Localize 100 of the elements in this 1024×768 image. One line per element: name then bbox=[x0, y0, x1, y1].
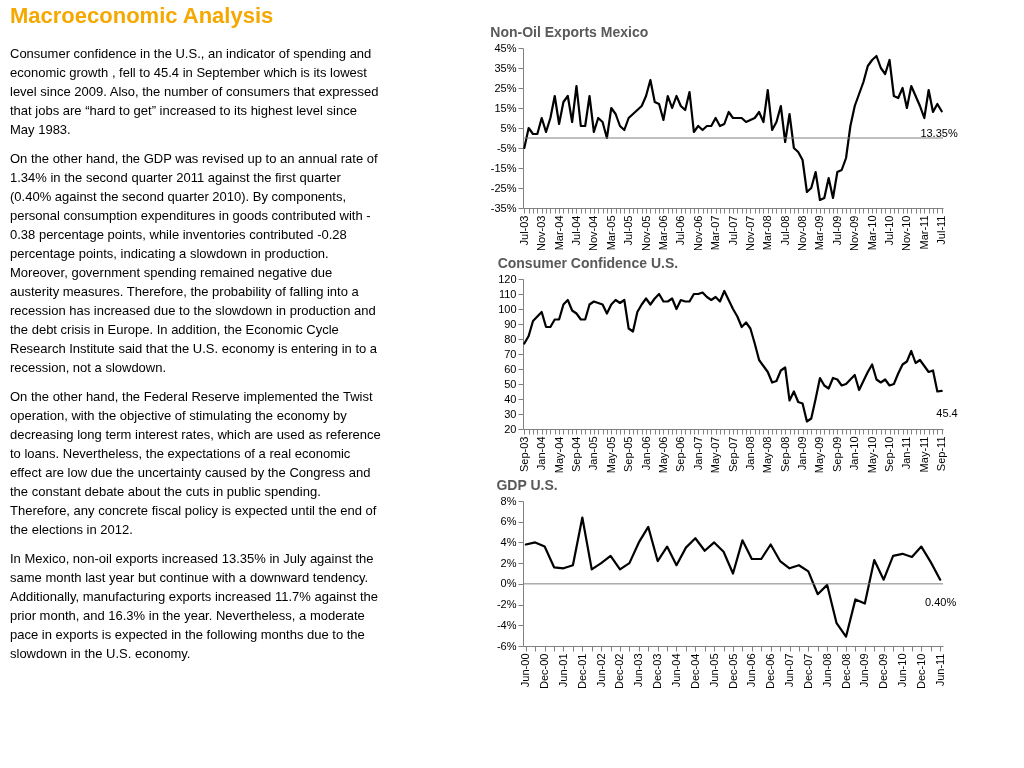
x-tick-label: Jul-09 bbox=[830, 215, 843, 246]
y-tick-label: 20 bbox=[504, 422, 517, 435]
x-tick-label: Jul-11 bbox=[935, 215, 948, 245]
x-tick-label: Mar-05 bbox=[604, 215, 617, 251]
y-tick-label: -15% bbox=[490, 161, 517, 174]
x-tick-label: Sep-03 bbox=[517, 436, 530, 472]
x-tick-label: Nov-09 bbox=[848, 215, 861, 251]
y-tick-label: 8% bbox=[500, 494, 517, 507]
x-tick-label: Jun-11 bbox=[933, 653, 946, 687]
x-tick-label: May-09 bbox=[813, 436, 826, 474]
x-tick-label: Sep-04 bbox=[569, 436, 582, 472]
x-tick-label: Jun-10 bbox=[896, 653, 909, 688]
y-tick-label: 70 bbox=[504, 347, 517, 360]
x-tick-label: Jan-07 bbox=[691, 436, 704, 471]
x-tick-label: Nov-06 bbox=[691, 215, 704, 251]
x-tick-label: Dec-04 bbox=[688, 653, 701, 689]
x-tick-label: Dec-05 bbox=[726, 653, 739, 689]
x-tick-label: Sep-09 bbox=[830, 436, 843, 472]
chart-title: GDP U.S. bbox=[496, 477, 558, 493]
y-tick-label: 60 bbox=[504, 362, 517, 375]
x-tick-label: Mar-07 bbox=[709, 215, 722, 251]
x-tick-label: Jul-04 bbox=[569, 215, 582, 246]
y-tick-label: 15% bbox=[494, 101, 517, 114]
y-tick-label: -2% bbox=[496, 598, 517, 611]
x-tick-label: Jun-07 bbox=[783, 653, 795, 688]
x-tick-label: Dec-02 bbox=[613, 653, 626, 689]
x-tick-label: May-10 bbox=[865, 436, 878, 474]
x-tick-label: Sep-05 bbox=[622, 436, 635, 472]
y-tick-label: -6% bbox=[496, 639, 517, 652]
x-tick-label: Sep-06 bbox=[674, 436, 687, 472]
y-tick-label: -35% bbox=[490, 201, 517, 214]
x-tick-label: Jun-02 bbox=[594, 653, 607, 688]
x-tick-label: Sep-07 bbox=[726, 436, 739, 472]
text: In Mexico, non-oil exports increased 13.35% in July against the same month last year but continue with a downward tendency. Additionally, manufacturing exports increased 11.7% against the prior month, and 16.3% in the year. Nevertheless, a moderate pace in exports is expected in the following months due to the slowdown in the U.S. economy. bbox=[10, 551, 379, 661]
x-tick-label: Jul-10 bbox=[883, 215, 896, 246]
x-tick-label: Dec-07 bbox=[801, 653, 814, 689]
annotation: 0.40% bbox=[924, 595, 957, 608]
y-tick-label: 45% bbox=[494, 41, 517, 54]
text: On the other hand, the Federal Reserve implemented the Twist operation, with the objective of stimulating the economy by decreasing long term interest rates, which are used as reference to loans. Nevertheless, the expectations of a real economic effect are low due the uncertainty caused by the Congress and the constant debate about the cuts in public spending. Therefore, any concrete fiscal policy is expected until the end of the elections in 2012. bbox=[10, 389, 381, 537]
chart-title: Consumer Confidence U.S. bbox=[497, 255, 679, 271]
y-tick-label: 0% bbox=[500, 577, 517, 590]
annotation: 13.35% bbox=[920, 127, 958, 140]
y-tick-label: 5% bbox=[500, 121, 517, 134]
x-tick-label: Jan-09 bbox=[796, 436, 809, 471]
y-tick-label: 35% bbox=[494, 61, 517, 74]
y-tick-label: -5% bbox=[496, 141, 517, 154]
y-tick-label: 110 bbox=[498, 287, 517, 300]
x-tick-label: Jun-00 bbox=[519, 653, 532, 688]
chart-title: Non-Oil Exports Mexico bbox=[490, 24, 649, 40]
x-tick-label: Sep-08 bbox=[778, 436, 791, 472]
x-tick-label: Jul-03 bbox=[517, 215, 530, 246]
x-tick-label: Mar-04 bbox=[552, 215, 565, 251]
x-tick-label: Dec-10 bbox=[914, 653, 927, 689]
x-tick-label: Jul-08 bbox=[778, 215, 791, 246]
y-tick-label: 50 bbox=[504, 377, 517, 390]
x-tick-label: Nov-03 bbox=[535, 215, 548, 251]
y-tick-label: 100 bbox=[498, 302, 517, 315]
x-tick-label: May-06 bbox=[656, 436, 669, 474]
x-tick-label: May-05 bbox=[604, 436, 617, 474]
x-tick-label: Dec-03 bbox=[651, 653, 664, 689]
y-tick-label: 4% bbox=[500, 535, 517, 548]
y-tick-label: 30 bbox=[504, 407, 517, 420]
x-tick-label: Jun-01 bbox=[556, 653, 569, 688]
x-tick-label: Dec-00 bbox=[538, 653, 551, 689]
x-tick-label: Mar-10 bbox=[865, 215, 878, 251]
x-tick-label: May-11 bbox=[917, 436, 930, 473]
annotation: 45.4 bbox=[936, 406, 958, 419]
x-tick-label: Jul-07 bbox=[726, 215, 739, 246]
y-tick-label: 80 bbox=[504, 332, 517, 345]
y-tick-label: 90 bbox=[504, 317, 517, 330]
x-tick-label: Jun-05 bbox=[707, 653, 720, 688]
text: Macroeconomic Analysis bbox=[10, 3, 274, 28]
x-tick-label: Jul-05 bbox=[622, 215, 635, 246]
x-tick-label: Jun-06 bbox=[745, 653, 758, 688]
x-tick-label: Nov-08 bbox=[796, 215, 809, 251]
text: On the other hand, the GDP was revised up to an annual rate of 1.34% in the second quarter 2011 against the first quarter (0.40% against the second quarter 2010). By components, personal consumption expenditures in goods contributed with - 0.38 percentage points, while inventories contributed -0.28 percentage points, indicating a slowdown in production. Moreover, government spending remained negative due austerity measures. Therefore, the probability of falling into a recession has increased due to the slowdown in production and the debt crisis in Europe. In addition, the Economic Cycle Research Institute said that the U.S. economy is entering in to a recession, not a slowdown. bbox=[10, 151, 378, 375]
text: Consumer confidence in the U.S., an indicator of spending and economic growth , fell to 45.4 in September which is its lowest level since 2009. Also, the number of consumers that expressed that jobs are “hard to get” increased to its highest level since May 1983. bbox=[10, 46, 379, 137]
x-tick-label: Dec-09 bbox=[877, 653, 890, 689]
y-tick-label: 40 bbox=[504, 392, 517, 405]
y-tick-label: 120 bbox=[498, 272, 517, 285]
x-tick-label: Jan-10 bbox=[848, 436, 861, 471]
x-tick-label: Jan-06 bbox=[639, 436, 652, 471]
y-tick-label: -4% bbox=[496, 618, 517, 631]
x-tick-label: Dec-06 bbox=[764, 653, 777, 689]
x-tick-label: Nov-05 bbox=[639, 215, 652, 251]
x-tick-label: Mar-06 bbox=[656, 215, 669, 251]
y-tick-label: 2% bbox=[500, 556, 517, 569]
x-tick-label: Jul-06 bbox=[674, 215, 687, 246]
x-tick-label: Dec-01 bbox=[575, 653, 588, 689]
x-tick-label: Sep-10 bbox=[883, 436, 896, 472]
x-tick-label: Nov-10 bbox=[900, 215, 913, 251]
x-tick-label: Jan-04 bbox=[535, 436, 548, 471]
x-tick-label: Nov-04 bbox=[587, 215, 600, 251]
x-tick-label: Mar-08 bbox=[761, 215, 774, 251]
x-tick-label: Jun-04 bbox=[670, 653, 682, 688]
x-tick-label: Sep-11 bbox=[935, 436, 948, 472]
x-tick-label: Dec-08 bbox=[839, 653, 852, 689]
x-tick-label: May-07 bbox=[709, 436, 722, 474]
x-tick-label: Jan-05 bbox=[587, 436, 600, 471]
x-tick-label: May-04 bbox=[552, 436, 565, 474]
